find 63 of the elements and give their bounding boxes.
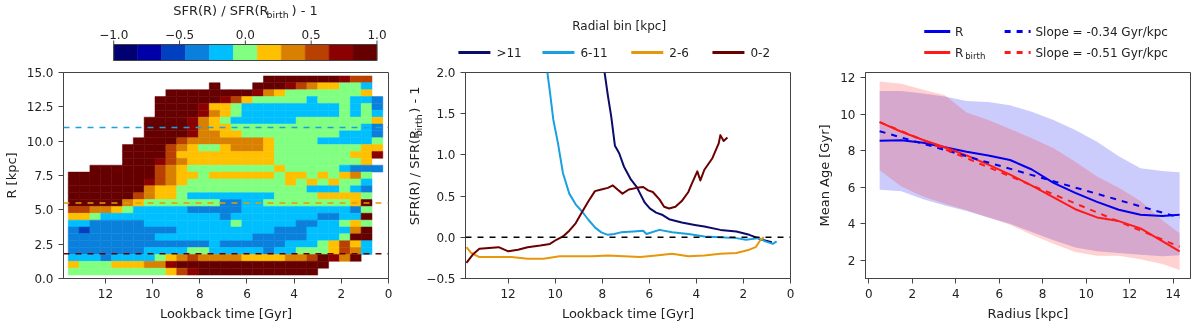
y-tick-label: 10 (840, 107, 856, 122)
y-tick-label: 5.0 (34, 203, 54, 218)
x-tick-label: 10 (547, 286, 563, 301)
y-tick-label: 2.0 (436, 66, 456, 80)
x-tick-label: 12 (500, 286, 516, 301)
legend-label: 2-6 (669, 46, 689, 60)
x-tick-label: 4 (692, 286, 701, 301)
x-tick-label: 4 (951, 286, 960, 301)
y-tick-label: 12.5 (26, 100, 54, 115)
x-tick-label: 2 (908, 286, 917, 301)
color-bar-label: −1.0 (99, 27, 129, 42)
x-tick-label: 2 (337, 286, 346, 301)
x-tick-label: 6 (995, 286, 1004, 301)
x-tick-label: 10 (1078, 286, 1094, 301)
color-bar-label: 0.5 (301, 27, 321, 42)
y-tick-label: 6 (847, 180, 856, 195)
y-tick-label: −0.5 (426, 272, 456, 286)
x-tick-label: 4 (290, 286, 298, 301)
line-series (603, 72, 773, 244)
legend-title: Radial bin [kpc] (572, 18, 667, 33)
x-tick-label: 12 (97, 286, 114, 301)
y-tick-label: 8 (847, 144, 856, 159)
color-bar-label: −0.5 (164, 27, 195, 42)
x-tick-label: 0 (864, 286, 873, 301)
y-tick-label: 0.5 (436, 189, 456, 204)
y-tick-label: 12 (840, 71, 856, 86)
legend-label: Slope = -0.51 Gyr/kpc (1035, 45, 1168, 60)
x-tick-label: 6 (243, 286, 251, 301)
x-tick-label: 8 (598, 286, 607, 301)
x-tick-label: 2 (739, 286, 748, 301)
legend-label: 6-11 (580, 46, 608, 60)
y-tick-label: 2.5 (34, 237, 54, 252)
line-series (465, 236, 765, 260)
color-bar-label: 0.0 (235, 27, 255, 42)
x-tick-label: 0 (384, 286, 393, 301)
color-bar-label: 1.0 (367, 27, 387, 42)
y-tick-label: 7.5 (34, 169, 54, 183)
y-tick-label: 2 (847, 253, 856, 268)
line-series (546, 72, 778, 245)
legend-label: 0-2 (750, 46, 771, 60)
x-tick-label: 6 (645, 286, 654, 301)
y-tick-label: 10.0 (26, 134, 54, 149)
legend-label: >11 (496, 45, 522, 60)
y-axis-title: Mean Age [Gyr] (817, 124, 833, 227)
x-tick-label: 8 (196, 286, 204, 301)
x-axis-title: Radius [kpc] (987, 305, 1069, 321)
x-tick-label: 8 (1038, 286, 1047, 301)
legend-label: R (955, 24, 964, 39)
x-tick-label: 0 (786, 286, 795, 301)
legend-label: Slope = -0.34 Gyr/kpc (1035, 24, 1168, 39)
y-tick-label: 15.0 (26, 66, 54, 80)
y-tick-label: 0.0 (436, 230, 456, 245)
y-axis-title: R [kpc] (3, 152, 19, 199)
x-axis-title: Lookback time [Gyr] (159, 305, 293, 321)
y-tick-label: 4 (847, 217, 856, 232)
x-tick-label: 12 (1122, 286, 1138, 301)
y-tick-label: 1.0 (436, 148, 456, 163)
x-tick-label: 14 (1165, 286, 1181, 301)
line-series (465, 134, 729, 264)
x-axis-title: Lookback time [Gyr] (561, 305, 695, 321)
y-tick-label: 0.0 (34, 272, 54, 286)
x-tick-label: 10 (145, 286, 161, 301)
y-tick-label: 1.5 (436, 107, 456, 122)
